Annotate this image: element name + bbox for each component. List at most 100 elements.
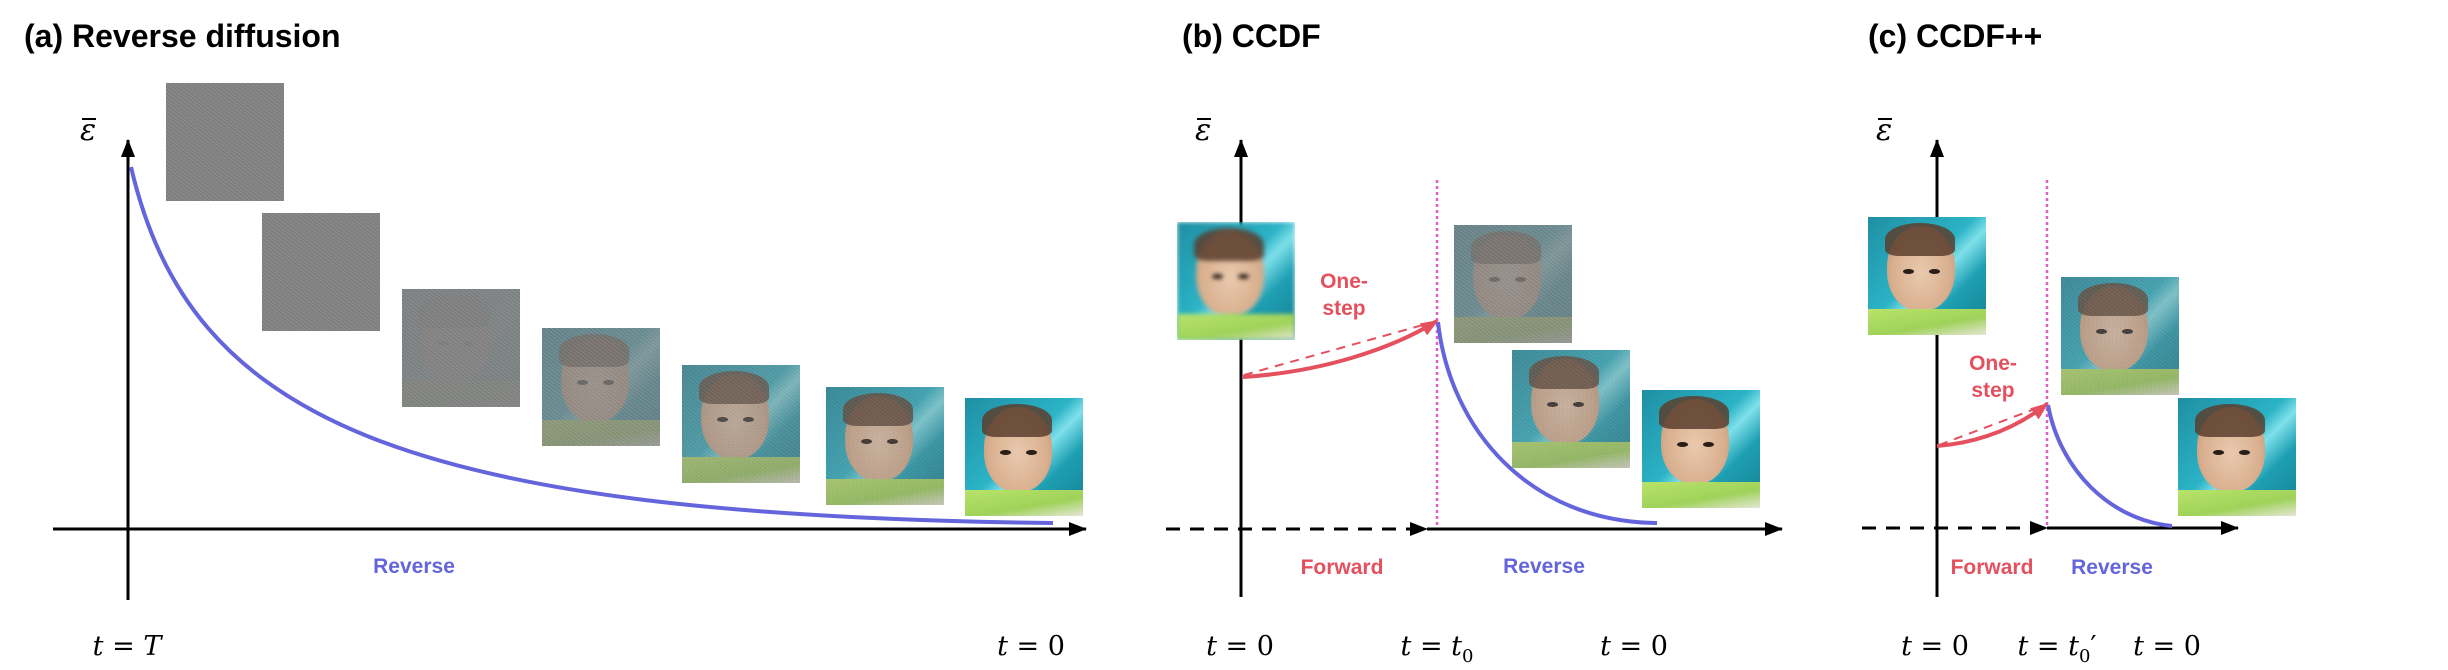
y-label-text: ε (1876, 113, 1893, 148)
panel-a-reverse-curve (129, 166, 1054, 525)
prime-mark: ′ (2090, 631, 2097, 662)
eye-left (1212, 273, 1223, 279)
panel-a-y-label: ε (80, 116, 97, 146)
t-var: t (997, 631, 1008, 662)
onestep-line1: One- (1320, 270, 1368, 293)
t-var: t (1901, 631, 1912, 662)
onestep-line1: One- (1969, 352, 2017, 375)
overline (82, 118, 97, 120)
bib-shape (965, 490, 1083, 516)
equals: = (2028, 631, 2069, 662)
eye-left (2096, 328, 2107, 334)
eye-right (2122, 328, 2133, 334)
y-label-text: ε (1195, 113, 1212, 148)
panel-a-image-6 (826, 387, 944, 505)
bib-shape (1177, 314, 1295, 340)
noise-grain (402, 289, 520, 407)
noise-grain (826, 387, 944, 505)
hair-shape (2077, 282, 2149, 316)
hair-shape (1658, 395, 1730, 429)
panel-c-time-label-end: t = 0 (2133, 633, 2201, 660)
noise-grain (542, 328, 660, 446)
panel-c-title: (c) CCDF++ (1868, 18, 2043, 54)
bib-shape (682, 457, 800, 483)
t-var: t (1206, 631, 1217, 662)
time-value: 0 (2183, 631, 2201, 662)
t-var: t (2133, 631, 2144, 662)
t-var: t (1600, 631, 1611, 662)
time-value: 0 (1951, 631, 1969, 662)
panel-a-time-label-end: t = 0 (997, 633, 1065, 660)
panel-b-image-mid (1512, 350, 1630, 468)
noise-overlay (1454, 225, 1572, 343)
panel-b-time-label-end: t = 0 (1600, 633, 1668, 660)
noise-overlay (542, 328, 660, 446)
panel-b-onestep-dashed (1243, 322, 1431, 376)
panel-a-axes (53, 139, 1087, 600)
eye-right (1026, 449, 1037, 455)
eye-left (1547, 401, 1558, 407)
overline (1878, 118, 1893, 120)
eye-left (1677, 441, 1688, 447)
noise-grain (166, 83, 284, 201)
bib-shape (2178, 490, 2296, 516)
panel-b-onestep-label: One- step (1320, 268, 1368, 322)
panel-a-image-5 (682, 365, 800, 483)
panel-c-time-label-start: t = 0 (1901, 633, 1969, 660)
panel-c-reverse-curve (2046, 404, 2173, 528)
panel-a-image-7 (965, 398, 1083, 516)
panel-c-forward-curve (1936, 402, 2049, 448)
t-var: t (1400, 631, 1412, 662)
eye-left (2213, 449, 2224, 455)
panel-c-onestep-dashed (1938, 406, 2041, 446)
panel-c-time-label-t0-prime: t = t0′ (2017, 633, 2096, 666)
panel-a-image-3 (402, 289, 520, 407)
equals: = (1007, 631, 1048, 662)
eye-right (887, 438, 898, 444)
panel-b-image-t0 (1454, 225, 1572, 343)
noise-grain (262, 213, 380, 331)
equals: = (1216, 631, 1257, 662)
time-value: 0 (1047, 631, 1065, 662)
panel-c-image-output (2178, 398, 2296, 516)
hair-shape (1528, 355, 1600, 389)
eye-right (1703, 441, 1714, 447)
t-var: t (92, 631, 104, 662)
time-value: t (1451, 631, 1463, 662)
panel-b-y-label: ε (1195, 113, 1212, 148)
eye-left (1000, 449, 1011, 455)
panel-a-image-1 (166, 83, 284, 201)
time-value: 0 (1256, 631, 1274, 662)
bib-shape (1868, 309, 1986, 335)
bib-shape (2061, 369, 2179, 395)
panel-b-time-label-start: t = 0 (1206, 633, 1274, 660)
panel-b-axes (1166, 139, 1783, 597)
panel-a-time-label-start: t = T (93, 633, 162, 660)
eye-right (1573, 401, 1584, 407)
panel-b-reverse-curve (1436, 321, 1658, 525)
onestep-line2: step (1971, 379, 2015, 402)
panel-b-image-input (1177, 222, 1295, 340)
noise-overlay (166, 83, 284, 201)
bib-shape (1642, 482, 1760, 508)
panel-b-time-label-t0: t = t0 (1401, 633, 1474, 666)
eye-right (743, 416, 754, 422)
panel-c-image-t0-prime (2061, 277, 2179, 395)
eye-left (1903, 268, 1914, 274)
panel-c-y-label: ε (1876, 113, 1893, 148)
panel-a-image-4 (542, 328, 660, 446)
panel-c-reverse-label: Reverse (2071, 556, 2153, 579)
noise-overlay (402, 289, 520, 407)
panel-a-image-2 (262, 213, 380, 331)
panel-b-image-output (1642, 390, 1760, 508)
equals: = (1411, 631, 1452, 662)
time-subscript: 0 (2078, 646, 2091, 667)
panel-c-forward-label: Forward (1950, 556, 2034, 579)
t-var: t (2017, 631, 2029, 662)
panel-c-image-input (1868, 217, 1986, 335)
panel-a-title: (a) Reverse diffusion (24, 18, 341, 54)
hair-shape (698, 370, 770, 404)
equals: = (1911, 631, 1952, 662)
